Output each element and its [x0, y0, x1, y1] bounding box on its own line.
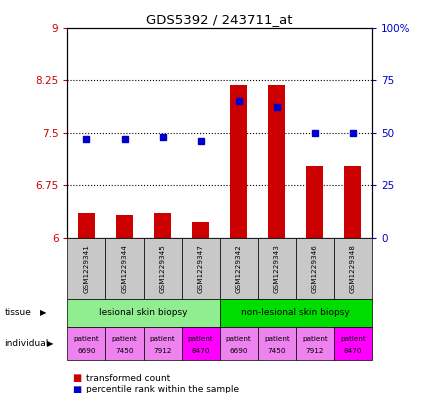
Text: GSM1229346: GSM1229346 — [311, 244, 317, 293]
Bar — [78, 213, 95, 238]
Text: tissue: tissue — [4, 309, 31, 317]
Text: patient: patient — [149, 336, 175, 342]
Text: GSM1229345: GSM1229345 — [159, 244, 165, 293]
Text: patient: patient — [225, 336, 251, 342]
Text: individual: individual — [4, 339, 49, 348]
Text: patient: patient — [263, 336, 289, 342]
Text: patient: patient — [301, 336, 327, 342]
Text: patient: patient — [73, 336, 99, 342]
Bar — [230, 85, 247, 238]
Text: 7912: 7912 — [305, 348, 323, 354]
Text: patient: patient — [339, 336, 365, 342]
Text: ■: ■ — [72, 385, 81, 393]
Text: patient: patient — [187, 336, 213, 342]
Text: 6690: 6690 — [229, 348, 247, 354]
Bar — [154, 213, 171, 238]
Text: 8470: 8470 — [191, 348, 210, 354]
Text: 8470: 8470 — [343, 348, 362, 354]
Bar — [306, 166, 322, 238]
Text: GSM1229343: GSM1229343 — [273, 244, 279, 293]
Text: ▶: ▶ — [40, 309, 46, 317]
Title: GDS5392 / 243711_at: GDS5392 / 243711_at — [146, 13, 292, 26]
Text: GSM1229347: GSM1229347 — [197, 244, 203, 293]
Text: 7912: 7912 — [153, 348, 171, 354]
Text: ▶: ▶ — [47, 339, 53, 348]
Bar — [344, 166, 361, 238]
Text: non-lesional skin biopsy: non-lesional skin biopsy — [241, 309, 349, 317]
Bar — [268, 85, 285, 238]
Text: ■: ■ — [72, 373, 81, 383]
Bar — [192, 222, 209, 238]
Text: 7450: 7450 — [267, 348, 286, 354]
Text: patient: patient — [112, 336, 137, 342]
Bar — [116, 215, 133, 238]
Text: percentile rank within the sample: percentile rank within the sample — [85, 386, 238, 393]
Text: 7450: 7450 — [115, 348, 134, 354]
Text: GSM1229344: GSM1229344 — [121, 244, 127, 293]
Text: GSM1229341: GSM1229341 — [83, 244, 89, 293]
Text: lesional skin biopsy: lesional skin biopsy — [99, 309, 187, 317]
Text: transformed count: transformed count — [85, 374, 170, 382]
Text: 6690: 6690 — [77, 348, 95, 354]
Text: GSM1229342: GSM1229342 — [235, 244, 241, 293]
Text: GSM1229348: GSM1229348 — [349, 244, 355, 293]
